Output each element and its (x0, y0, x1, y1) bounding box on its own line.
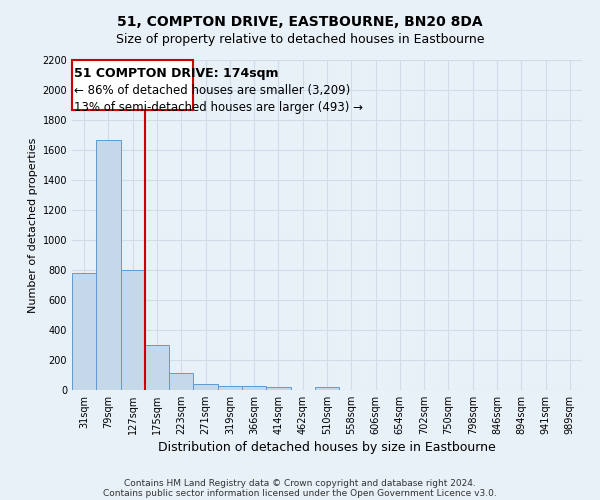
Bar (169, 373, 193, 390)
Text: Size of property relative to detached houses in Eastbourne: Size of property relative to detached ho… (116, 32, 484, 46)
Bar (315, 387, 339, 390)
Text: 51 COMPTON DRIVE: 174sqm: 51 COMPTON DRIVE: 174sqm (74, 68, 279, 80)
Bar (193, 384, 218, 390)
Text: Contains public sector information licensed under the Open Government Licence v3: Contains public sector information licen… (103, 488, 497, 498)
X-axis label: Distribution of detached houses by size in Eastbourne: Distribution of detached houses by size … (158, 441, 496, 454)
Text: Contains HM Land Registry data © Crown copyright and database right 2024.: Contains HM Land Registry data © Crown c… (124, 478, 476, 488)
Bar (218, 386, 242, 390)
Bar (121, 270, 145, 390)
Y-axis label: Number of detached properties: Number of detached properties (28, 138, 38, 312)
Bar (72, 60, 193, 110)
Bar (242, 386, 266, 390)
Bar (145, 345, 169, 390)
Bar (96, 140, 121, 390)
Text: 51, COMPTON DRIVE, EASTBOURNE, BN20 8DA: 51, COMPTON DRIVE, EASTBOURNE, BN20 8DA (117, 15, 483, 29)
Bar (266, 387, 290, 390)
Text: ← 86% of detached houses are smaller (3,209): ← 86% of detached houses are smaller (3,… (74, 84, 350, 97)
Bar (72, 273, 96, 390)
Text: 13% of semi-detached houses are larger (493) →: 13% of semi-detached houses are larger (… (74, 100, 364, 114)
